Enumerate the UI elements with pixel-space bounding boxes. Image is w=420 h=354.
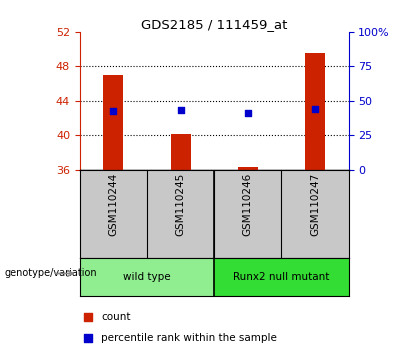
Text: GSM110245: GSM110245 bbox=[176, 172, 186, 236]
Bar bbox=[214, 258, 349, 296]
Text: genotype/variation: genotype/variation bbox=[4, 268, 97, 279]
Text: percentile rank within the sample: percentile rank within the sample bbox=[101, 332, 277, 343]
Bar bbox=[103, 75, 123, 170]
Point bbox=[244, 110, 251, 115]
Point bbox=[312, 107, 318, 112]
Text: GSM110247: GSM110247 bbox=[310, 172, 320, 236]
Title: GDS2185 / 111459_at: GDS2185 / 111459_at bbox=[141, 18, 287, 31]
Point bbox=[84, 335, 91, 341]
Point bbox=[177, 107, 184, 113]
Point bbox=[110, 108, 117, 113]
Text: count: count bbox=[101, 312, 131, 322]
Bar bbox=[80, 258, 214, 296]
Bar bbox=[305, 53, 325, 170]
Bar bbox=[238, 167, 258, 170]
Text: GSM110244: GSM110244 bbox=[108, 172, 118, 236]
Bar bbox=[171, 134, 191, 170]
Text: wild type: wild type bbox=[123, 272, 171, 282]
Text: GSM110246: GSM110246 bbox=[243, 172, 253, 236]
Text: Runx2 null mutant: Runx2 null mutant bbox=[233, 272, 330, 282]
Point bbox=[84, 314, 91, 320]
